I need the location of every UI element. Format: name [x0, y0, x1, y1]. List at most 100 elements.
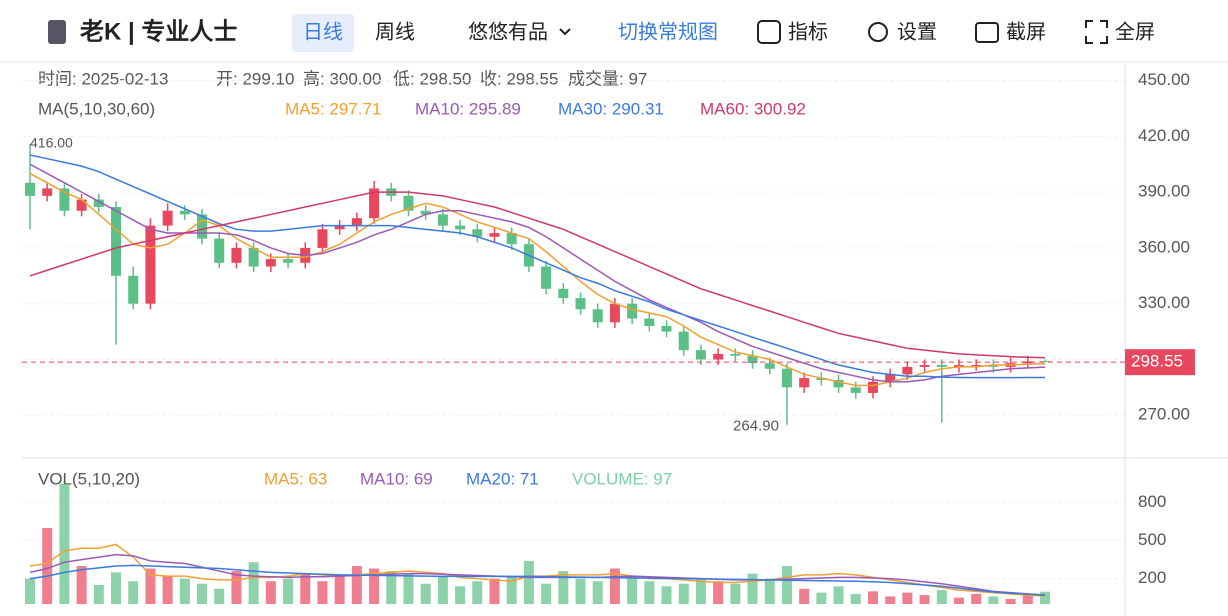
- candle-body: [953, 365, 964, 367]
- candle-body: [764, 363, 775, 369]
- vol-tick-label: 200: [1138, 568, 1166, 587]
- candle-body: [506, 233, 517, 245]
- candle-body: [162, 210, 173, 226]
- vol-legend: VOLUME: 97: [572, 469, 672, 488]
- settings-button[interactable]: 设置: [897, 20, 937, 43]
- volume-bar: [919, 595, 930, 604]
- candle-body: [730, 353, 741, 356]
- volume-bar: [489, 578, 500, 604]
- candle-body: [59, 188, 70, 211]
- volume-bar: [936, 590, 947, 604]
- weekly-button[interactable]: 周线: [375, 20, 415, 43]
- candle-body: [369, 188, 380, 219]
- candle-body: [403, 195, 414, 211]
- volume-bar: [833, 586, 844, 604]
- volume-bar: [644, 581, 655, 604]
- candle-body: [128, 275, 139, 304]
- candle-body: [317, 229, 328, 248]
- avatar: [48, 20, 66, 44]
- switch-button[interactable]: 切换常规图: [618, 20, 718, 43]
- candle-body: [197, 214, 208, 239]
- info-item: 成交量: 97: [568, 69, 647, 88]
- daily-bg[interactable]: [292, 14, 354, 52]
- volume-bar: [59, 483, 70, 604]
- candle-body: [1040, 361, 1050, 363]
- info-item: 低: 298.50: [393, 69, 471, 88]
- volume-bar: [816, 592, 827, 604]
- vol-tick-label: 500: [1138, 530, 1166, 549]
- candle-body: [351, 218, 362, 226]
- candle-body: [919, 365, 930, 367]
- volume-bar: [1022, 595, 1033, 604]
- volume-bar: [558, 571, 569, 604]
- volume-bar: [162, 576, 173, 604]
- indicator-button[interactable]: 指标: [788, 20, 828, 43]
- candle-body: [179, 210, 190, 215]
- fullscreen-button[interactable]: 全屏: [1115, 20, 1155, 43]
- candle-body: [455, 225, 466, 230]
- candle-body: [833, 379, 844, 388]
- vol-ma-legend: MA5: 63: [264, 469, 327, 488]
- candle-body: [25, 182, 35, 196]
- candle-body: [265, 259, 276, 267]
- min-annotation: 264.90: [733, 418, 779, 435]
- candle-body: [816, 378, 827, 380]
- volume-bar: [592, 581, 603, 604]
- vol-ma-legend: MA10: 69: [360, 469, 433, 488]
- ma-title: MA(5,10,30,60): [38, 99, 155, 118]
- volume-bar: [695, 578, 706, 604]
- candle-body: [661, 326, 672, 332]
- volume-bar: [988, 596, 999, 604]
- y-tick-label: 360.00: [1138, 237, 1190, 256]
- brand: 老K | 专业人士: [80, 17, 237, 45]
- candle-body: [575, 298, 586, 310]
- candle-body: [93, 199, 104, 208]
- ma-line: [29, 163, 1046, 383]
- ma-line: [29, 191, 1046, 359]
- candle-body: [867, 381, 878, 393]
- volume-bar: [437, 576, 448, 604]
- volume-bar: [971, 593, 982, 604]
- ma-legend: MA30: 290.31: [558, 99, 664, 118]
- screenshot-button[interactable]: 截屏: [1006, 20, 1046, 43]
- vol-ma-line: [29, 564, 1046, 596]
- market-select[interactable]: 悠悠有品: [468, 20, 548, 43]
- y-tick-label: 390.00: [1138, 182, 1190, 201]
- volume-bar: [678, 583, 689, 604]
- candle-body: [1022, 361, 1033, 364]
- volume-bar: [111, 572, 122, 604]
- y-tick-label: 420.00: [1138, 126, 1190, 145]
- volume-bar: [420, 583, 431, 604]
- volume-bar: [799, 588, 810, 604]
- candle-body: [936, 365, 947, 367]
- candle-body: [558, 288, 569, 299]
- candle-body: [799, 378, 810, 388]
- max-annotation: 416.00: [30, 135, 73, 151]
- volume-bar: [76, 566, 87, 604]
- volume-bar: [25, 578, 35, 604]
- volume-bar: [214, 588, 225, 604]
- volume-bar: [850, 593, 861, 604]
- volume-bar: [42, 528, 53, 604]
- volume-bar: [317, 581, 328, 604]
- candle-body: [781, 368, 792, 388]
- volume-bar: [867, 591, 878, 604]
- chevron: [559, 28, 571, 36]
- daily-button[interactable]: 日线: [303, 20, 343, 43]
- volume-bar: [609, 568, 620, 604]
- candle-body: [885, 374, 896, 382]
- volume-bar: [661, 586, 672, 604]
- candle-body: [334, 225, 345, 230]
- volume-bar: [351, 566, 362, 604]
- candle-body: [747, 355, 758, 364]
- volume-bar: [885, 596, 896, 604]
- candle-body: [111, 207, 122, 276]
- vol-tick-label: 800: [1138, 492, 1166, 511]
- candle-body: [678, 331, 689, 351]
- last-price-label: 298.55: [1131, 352, 1183, 371]
- volume-bar: [713, 581, 724, 604]
- volume-bar: [627, 576, 638, 604]
- candle-body: [850, 387, 861, 393]
- last-price-box: [1125, 349, 1195, 376]
